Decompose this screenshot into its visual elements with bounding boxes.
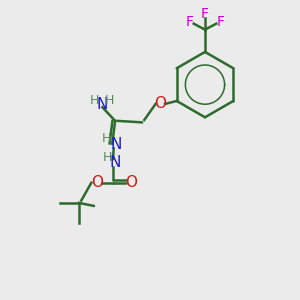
Text: H: H (105, 94, 115, 106)
Text: O: O (91, 175, 103, 190)
Text: H: H (90, 94, 100, 106)
Text: F: F (185, 16, 193, 29)
Text: N: N (97, 97, 108, 112)
Text: H: H (101, 132, 111, 145)
Text: O: O (154, 96, 166, 111)
Text: F: F (217, 16, 225, 29)
Text: N: N (110, 155, 121, 170)
Text: N: N (111, 137, 122, 152)
Text: F: F (201, 7, 209, 21)
Text: H: H (102, 151, 112, 164)
Text: O: O (125, 175, 137, 190)
